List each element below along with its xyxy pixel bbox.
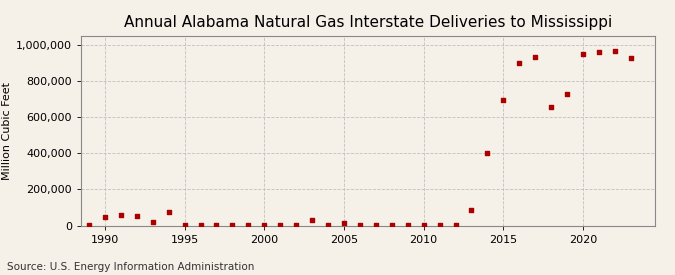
Point — [482, 151, 493, 155]
Point — [179, 223, 190, 227]
Point — [132, 214, 142, 218]
Point — [578, 52, 589, 56]
Point — [546, 104, 557, 109]
Point — [514, 61, 524, 65]
Point — [386, 223, 397, 227]
Title: Annual Alabama Natural Gas Interstate Deliveries to Mississippi: Annual Alabama Natural Gas Interstate De… — [124, 15, 612, 31]
Point — [402, 223, 413, 227]
Point — [339, 221, 350, 225]
Point — [354, 222, 365, 227]
Point — [291, 223, 302, 227]
Point — [115, 213, 126, 217]
Y-axis label: Million Cubic Feet: Million Cubic Feet — [2, 82, 11, 180]
Point — [99, 214, 110, 219]
Point — [195, 223, 206, 227]
Point — [275, 223, 286, 227]
Point — [610, 49, 620, 54]
Point — [147, 220, 158, 224]
Point — [593, 50, 604, 54]
Point — [84, 223, 95, 228]
Point — [306, 218, 317, 223]
Point — [243, 223, 254, 227]
Point — [227, 223, 238, 227]
Point — [626, 56, 637, 60]
Point — [434, 223, 445, 227]
Point — [450, 222, 461, 227]
Point — [498, 98, 509, 103]
Point — [259, 223, 270, 227]
Point — [530, 55, 541, 59]
Point — [371, 223, 381, 227]
Point — [562, 92, 572, 96]
Point — [418, 223, 429, 227]
Point — [211, 223, 222, 227]
Point — [163, 210, 174, 215]
Point — [466, 207, 477, 212]
Point — [323, 223, 333, 227]
Text: Source: U.S. Energy Information Administration: Source: U.S. Energy Information Administ… — [7, 262, 254, 272]
